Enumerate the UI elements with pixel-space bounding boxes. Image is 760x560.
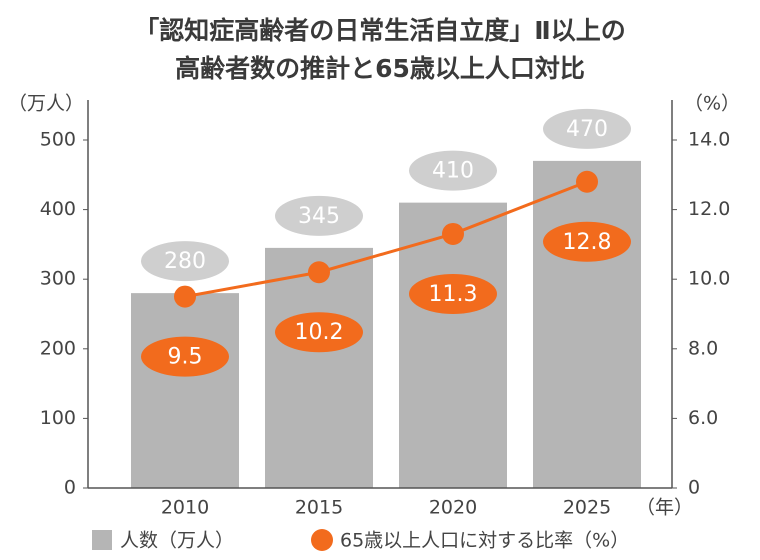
- value-label: 470: [566, 117, 608, 142]
- y-tick-label: 400: [40, 198, 76, 220]
- y-axis-unit: （万人）: [8, 93, 84, 115]
- line-point: [442, 222, 464, 245]
- x-tick-label: 2010: [161, 497, 209, 519]
- y-tick-label: 300: [40, 268, 76, 290]
- value-label-bg: [275, 312, 363, 353]
- value-label-bg: [543, 221, 631, 262]
- y2-tick-label: 0: [688, 477, 700, 499]
- legend-label: 65歳以上人口に対する比率（%）: [340, 530, 629, 552]
- x-tick-label: 2025: [563, 497, 611, 519]
- bar: [265, 247, 373, 488]
- chart-title: 「認知症高齢者の日常生活自立度」Ⅱ以上の: [134, 16, 625, 45]
- x-tick-label: 2015: [295, 497, 343, 519]
- bar: [399, 202, 507, 488]
- value-label-bg: [275, 195, 363, 236]
- y-tick-label: 200: [40, 337, 76, 359]
- y2-axis-unit: （%）: [684, 93, 740, 115]
- value-label-bg: [141, 336, 229, 377]
- bar: [533, 160, 641, 488]
- x-axis-unit: （年）: [636, 497, 693, 519]
- legend-swatch: [311, 529, 333, 551]
- x-tick-label: 2020: [429, 497, 477, 519]
- value-label-bg: [409, 150, 497, 191]
- value-label-bg: [409, 273, 497, 314]
- line-point: [576, 170, 598, 193]
- y-tick-label: 100: [40, 407, 76, 429]
- y2-tick-label: 10.0: [688, 268, 730, 290]
- value-label: 11.3: [429, 282, 478, 307]
- value-label: 410: [432, 159, 474, 184]
- line: [184, 180, 588, 299]
- legend-swatch: [92, 530, 112, 550]
- legend-label: 人数（万人）: [120, 530, 234, 552]
- chart-title: 高齢者数の推計と65歳以上人口対比: [175, 54, 585, 83]
- y-tick-label: 0: [64, 477, 76, 499]
- value-label-bg: [543, 108, 631, 149]
- y2-tick-label: 14.0: [688, 129, 730, 151]
- value-label-bg: [141, 241, 229, 282]
- line-point: [174, 285, 196, 308]
- bar: [131, 293, 239, 488]
- value-label: 12.8: [563, 230, 612, 255]
- line-point: [308, 261, 330, 284]
- value-label: 345: [298, 204, 340, 229]
- y2-tick-label: 8.0: [688, 337, 718, 359]
- value-label: 280: [164, 249, 206, 274]
- y-tick-label: 500: [40, 129, 76, 151]
- value-label: 10.2: [295, 320, 344, 345]
- value-label: 9.5: [168, 345, 203, 370]
- y2-tick-label: 6.0: [688, 407, 718, 429]
- y2-tick-label: 12.0: [688, 198, 730, 220]
